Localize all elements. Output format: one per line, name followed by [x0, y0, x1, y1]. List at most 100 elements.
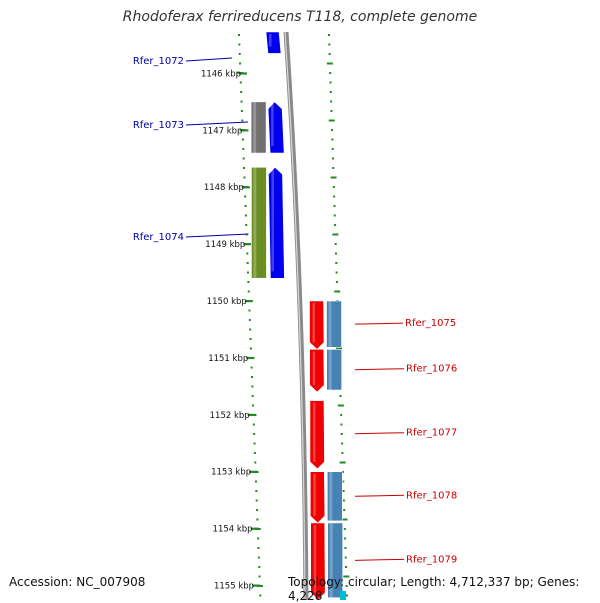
left-track-dot — [241, 138, 244, 141]
left-track-dot — [252, 423, 255, 426]
cds-block-Rfer_1074 — [251, 166, 267, 279]
gene-leader-line — [185, 57, 233, 62]
right-track-dot — [334, 252, 337, 255]
cds-block-shine — [329, 522, 333, 598]
topology-summary: Topology: circular; Length: 4,712,337 bp… — [288, 575, 580, 603]
kbp-tick — [244, 300, 253, 303]
right-track-dot — [331, 129, 334, 131]
right-track-dot — [326, 62, 333, 65]
left-track-dot — [256, 509, 259, 511]
left-track-dot — [241, 119, 244, 122]
right-track-dot — [330, 110, 333, 112]
right-track-dot — [328, 53, 331, 55]
left-track-dot — [249, 347, 252, 350]
gene-label-Rfer_1072[interactable]: Rfer_1072 — [133, 56, 184, 67]
right-track-dot — [328, 43, 331, 46]
gene-arrow-Rfer_1073[interactable] — [267, 101, 285, 154]
chromosome-backbone-highlight — [284, 31, 306, 600]
kbp-tick-label: 1148 kbp — [204, 183, 244, 193]
right-track-dot — [328, 119, 335, 122]
gene-leader-line — [185, 233, 249, 238]
right-track-dot — [335, 262, 338, 264]
gene-arrow-Rfer_1072[interactable] — [265, 31, 282, 54]
cds-block-Rfer_1079 — [327, 522, 343, 599]
right-track-dot — [344, 547, 347, 549]
gene-leader-line — [354, 368, 405, 371]
kbp-tick — [240, 129, 249, 132]
right-track-dot — [341, 471, 344, 473]
cds-block-Rfer_1078 — [326, 471, 343, 522]
gene-label-Rfer_1079[interactable]: Rfer_1079 — [406, 554, 457, 565]
cds-block-shine — [328, 301, 332, 348]
kbp-tick — [239, 72, 247, 75]
kbp-tick — [241, 186, 250, 189]
right-track-dot — [342, 490, 345, 492]
gene-track[interactable] — [250, 31, 346, 600]
cds-block-Rfer_1073 — [250, 101, 267, 154]
gene-arrow-Rfer_1078[interactable] — [309, 471, 326, 524]
gene-arrow-shine — [312, 351, 316, 386]
left-track-dot — [254, 461, 257, 464]
gene-arrow-Rfer_1076[interactable] — [309, 349, 325, 393]
left-track-dot — [256, 518, 259, 521]
accession-label: Accession: NC_007908 — [9, 575, 146, 589]
right-track-dot — [342, 499, 345, 502]
gene-label-Rfer_1074[interactable]: Rfer_1074 — [133, 232, 184, 243]
left-track-dot — [245, 224, 248, 226]
left-track-dot — [240, 110, 243, 112]
kbp-tick-label: 1151 kbp — [208, 354, 248, 364]
left-track-dot — [253, 442, 256, 445]
gene-arrow-Rfer_1079[interactable] — [310, 522, 326, 600]
gene-arrow-shine — [271, 103, 274, 147]
left-track-dot — [238, 34, 240, 36]
right-track-dot — [339, 461, 346, 464]
left-track-dot — [247, 290, 250, 293]
gene-arrow-Rfer_1074[interactable] — [268, 166, 285, 279]
gene-arrow-shine — [313, 524, 317, 593]
gene-leader-line — [354, 322, 404, 325]
kbp-tick-label: 1149 kbp — [205, 240, 245, 250]
right-track-dot — [328, 34, 330, 36]
left-track-dot — [259, 594, 262, 597]
gene-label-Rfer_1077[interactable]: Rfer_1077 — [406, 428, 457, 439]
right-track-dot — [329, 81, 332, 84]
left-track-dot — [257, 547, 260, 549]
right-track-dot — [345, 585, 348, 587]
left-track-dot — [247, 281, 250, 283]
right-track-dot — [332, 167, 335, 169]
gene-arrow-shine — [313, 473, 316, 516]
left-track-dot — [242, 157, 245, 160]
left-track-dot — [239, 62, 242, 65]
left-track-dot — [250, 366, 253, 369]
kbp-tick — [247, 413, 256, 416]
gene-arrow-Rfer_1075[interactable] — [309, 300, 325, 350]
gene-arrow-shine — [271, 169, 274, 272]
left-track-dot — [248, 319, 251, 321]
right-track-dot — [344, 556, 347, 559]
left-track-dot — [249, 328, 252, 331]
gene-leader-line — [354, 494, 405, 497]
right-track-dot — [340, 433, 343, 435]
gene-leader-line — [185, 121, 249, 126]
left-track-dot — [246, 262, 249, 264]
right-track-dot — [331, 157, 334, 160]
left-track-dot — [239, 81, 242, 84]
kbp-tick — [246, 356, 255, 360]
right-track-dot — [331, 138, 334, 141]
cds-block-Rfer_1076 — [326, 349, 342, 391]
right-track-dot — [331, 148, 334, 150]
gene-label-Rfer_1073[interactable]: Rfer_1073 — [133, 120, 184, 131]
kbp-tick-label: 1146 kbp — [201, 69, 241, 79]
right-track-dot — [335, 271, 338, 274]
gene-label-Rfer_1076[interactable]: Rfer_1076 — [406, 364, 457, 375]
left-track-dot — [238, 53, 241, 55]
left-track-dot — [257, 537, 260, 540]
gene-arrow-Rfer_1077[interactable] — [309, 400, 325, 470]
left-track-dot — [257, 556, 260, 559]
left-track-dot — [252, 404, 255, 407]
left-track-dot — [240, 91, 243, 93]
left-track-dot — [255, 499, 258, 502]
right-track-dot — [329, 91, 332, 93]
gene-label-Rfer_1078[interactable]: Rfer_1078 — [406, 490, 457, 501]
gene-label-Rfer_1075[interactable]: Rfer_1075 — [405, 318, 456, 329]
